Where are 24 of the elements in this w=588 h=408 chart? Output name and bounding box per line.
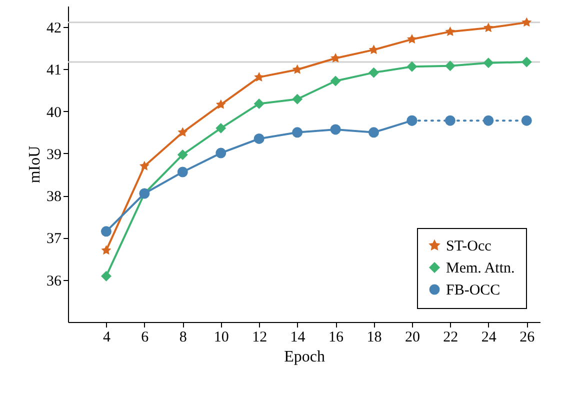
legend-label: Mem. Attn. xyxy=(446,260,515,276)
x-tick-label: 16 xyxy=(328,330,344,346)
y-tick-label: 38 xyxy=(46,189,62,206)
y-tick-label: 36 xyxy=(46,273,62,290)
legend-label: ST-Occ xyxy=(446,238,492,254)
x-tick-label: 24 xyxy=(481,330,497,346)
legend-label: FB-OCC xyxy=(446,282,500,298)
x-tick-label: 20 xyxy=(404,330,420,346)
x-tick-label: 26 xyxy=(520,330,536,346)
y-tick-label: 40 xyxy=(46,104,62,121)
x-tick-label: 12 xyxy=(252,330,268,346)
x-tick-label: 4 xyxy=(102,330,111,346)
y-axis-title: mIoU xyxy=(26,145,44,184)
x-tick-label: 22 xyxy=(443,330,458,346)
x-tick-label: 6 xyxy=(141,330,150,346)
y-tick-label: 37 xyxy=(46,231,62,248)
x-tick-label: 14 xyxy=(290,330,306,346)
y-tick-label: 41 xyxy=(46,62,62,79)
x-tick-label: 8 xyxy=(179,330,187,346)
x-tick-label: 18 xyxy=(366,330,382,346)
y-tick-label: 39 xyxy=(46,146,62,163)
y-tick-label: 42 xyxy=(46,20,62,37)
x-tick-label: 10 xyxy=(214,330,229,346)
x-axis-title: Epoch xyxy=(284,348,325,366)
